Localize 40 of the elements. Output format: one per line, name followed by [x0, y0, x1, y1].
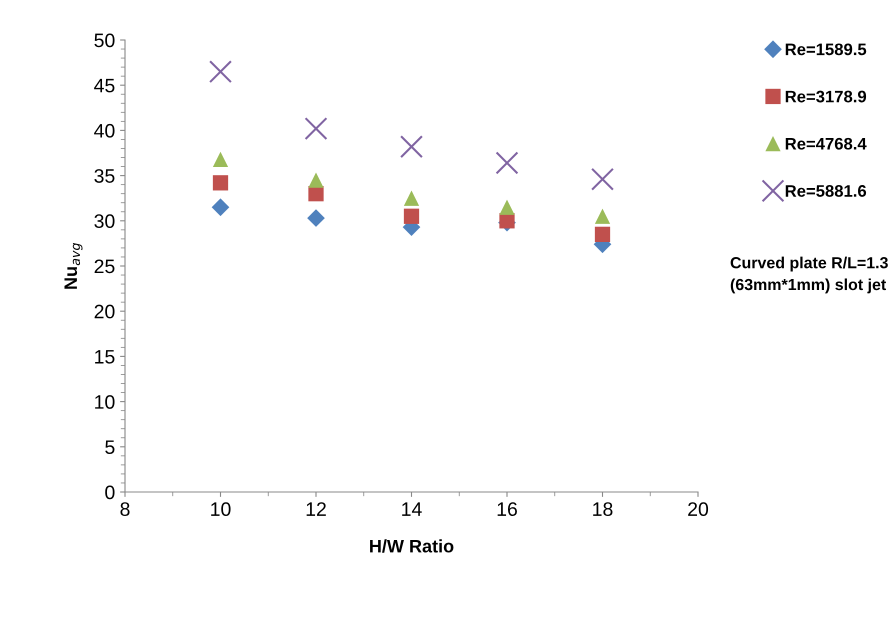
legend-label: Re=3178.9: [786, 90, 866, 102]
legend-label: Re=5881.6: [786, 185, 866, 197]
y-tick-label: 5: [105, 440, 114, 454]
x-tick-label: 12: [306, 502, 326, 516]
x-tick-label: 14: [402, 502, 422, 516]
point: [212, 175, 228, 190]
x-tick-label: 8: [120, 502, 130, 516]
point: [308, 172, 324, 188]
x-tick-label: 18: [593, 502, 612, 516]
point: [499, 200, 515, 215]
text: Curved plate R/L=1.3 (63mm*1mm) slot jet: [730, 256, 888, 294]
y-tick-label: 15: [95, 350, 114, 364]
legend-label: Re=4768.4: [786, 138, 867, 150]
y-tick-label: 35: [94, 169, 114, 183]
x-tick-label: 16: [498, 502, 517, 516]
point: [591, 168, 614, 191]
x-tick-label: 20: [688, 502, 708, 516]
point: [304, 117, 328, 140]
point: [400, 135, 423, 158]
x-tick-label: 10: [211, 502, 231, 516]
y-tick-label: 20: [94, 304, 115, 318]
y-tick-label: 45: [94, 78, 114, 92]
point: [212, 152, 228, 167]
point: [404, 190, 420, 206]
point: [209, 60, 232, 84]
point: [212, 198, 230, 216]
y-axis-title: Nu$_{avg}$: [64, 243, 82, 289]
y-tick-label: 40: [94, 124, 115, 138]
y-tick-label: 25: [94, 259, 114, 274]
point: [594, 208, 610, 224]
y-tick-label: 10: [95, 395, 115, 409]
y-tick-label: 0: [105, 485, 115, 500]
point: [307, 209, 325, 227]
x-axis-title: H/W Ratio: [370, 539, 454, 553]
point: [496, 151, 518, 174]
y-tick-label: 30: [94, 214, 115, 228]
point: [404, 208, 420, 224]
legend-label: Re=1589.5: [786, 43, 866, 56]
point: [594, 226, 610, 242]
y-tick-label: 50: [94, 33, 115, 48]
